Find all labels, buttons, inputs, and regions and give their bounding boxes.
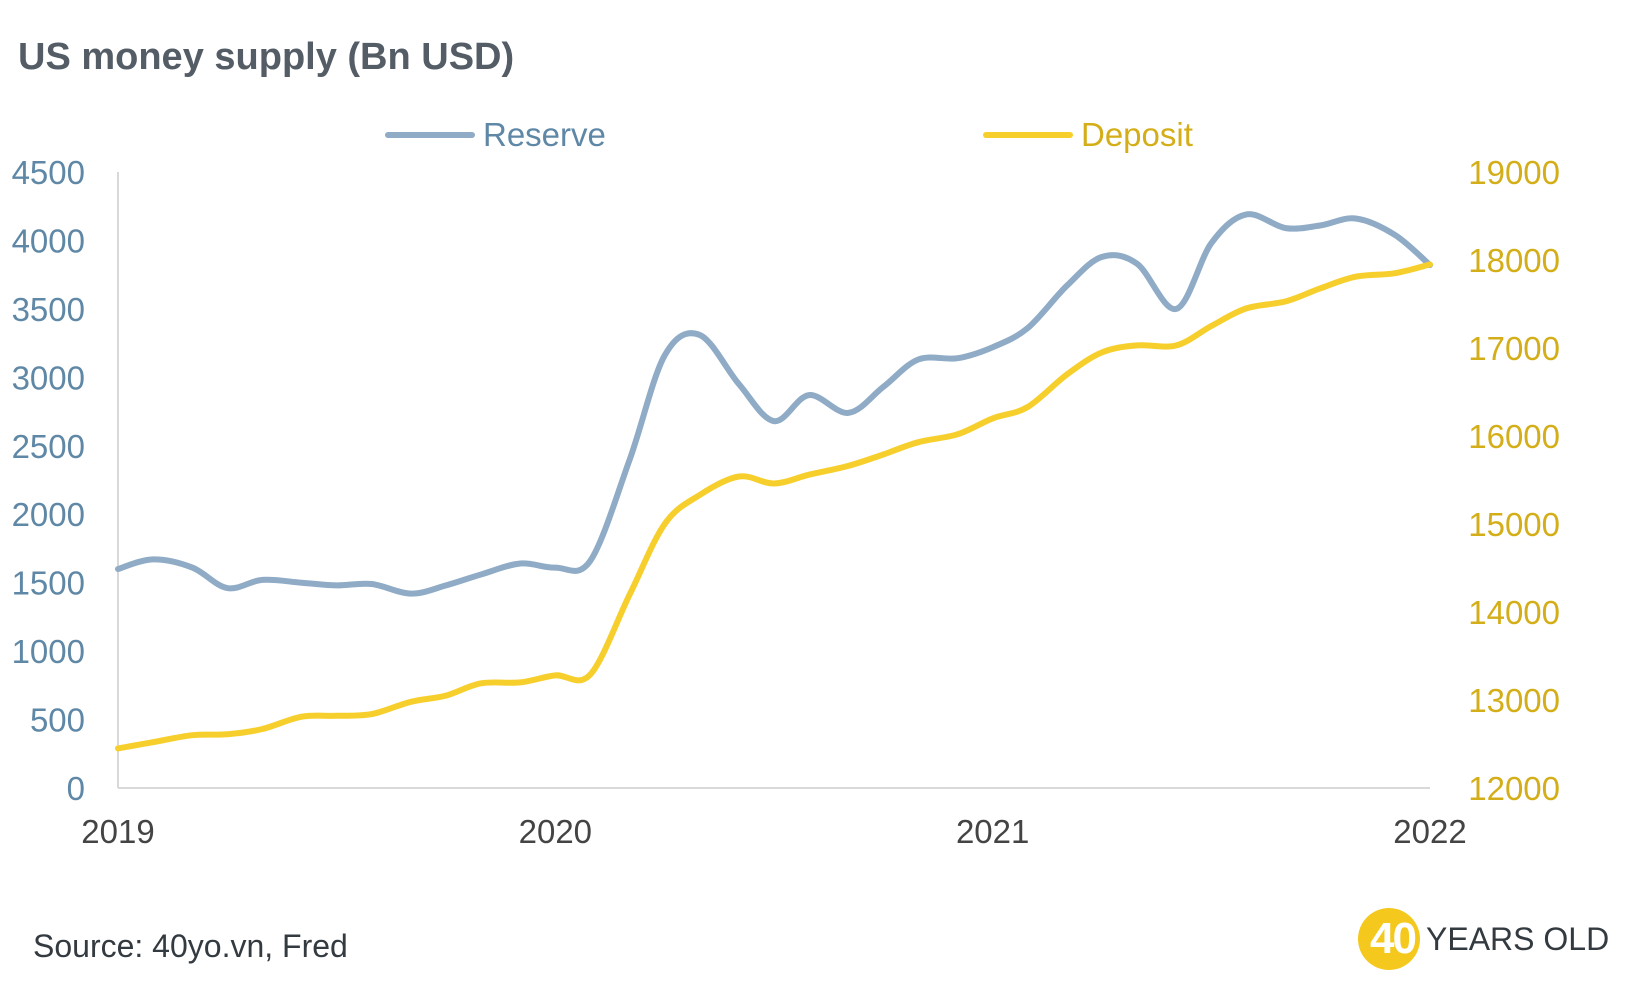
x-tick-label: 2020 xyxy=(519,813,592,850)
logo-circle: 40 xyxy=(1358,908,1420,970)
series-line-reserve xyxy=(115,211,1433,597)
x-tick-label: 2022 xyxy=(1393,813,1466,850)
y-right-tick-label: 14000 xyxy=(1468,594,1560,631)
y-right-tick-label: 12000 xyxy=(1468,770,1560,807)
brand-logo: 40 YEARS OLD xyxy=(1358,908,1609,970)
y-right-tick-label: 17000 xyxy=(1468,330,1560,367)
y-left-tick-label: 3500 xyxy=(12,291,85,328)
y-left-tick-label: 1500 xyxy=(12,565,85,602)
y-right-tick-label: 13000 xyxy=(1468,682,1560,719)
legend-label-deposit: Deposit xyxy=(1081,116,1193,153)
legend-swatch-deposit xyxy=(983,132,1073,138)
y-right-tick-label: 18000 xyxy=(1468,242,1560,279)
logo-text: YEARS OLD xyxy=(1426,920,1610,957)
source-note: Source: 40yo.vn, Fred xyxy=(33,928,348,964)
logo-number: 40 xyxy=(1370,914,1417,963)
legend-swatch-reserve xyxy=(385,132,475,138)
x-tick-label: 2019 xyxy=(81,813,154,850)
y-right-tick-label: 19000 xyxy=(1468,154,1560,191)
x-tick-label: 2021 xyxy=(956,813,1029,850)
legend-item-reserve: Reserve xyxy=(385,116,606,154)
y-right-tick-label: 15000 xyxy=(1468,506,1560,543)
legend-item-deposit: Deposit xyxy=(983,116,1193,154)
series-line-deposit xyxy=(115,261,1433,752)
y-left-tick-label: 500 xyxy=(30,702,85,739)
y-right-tick-label: 16000 xyxy=(1468,418,1560,455)
y-left-tick-label: 2500 xyxy=(12,428,85,465)
y-left-tick-label: 3000 xyxy=(12,359,85,396)
legend-label-reserve: Reserve xyxy=(483,116,606,153)
y-left-tick-label: 2000 xyxy=(12,496,85,533)
y-left-tick-label: 4500 xyxy=(12,154,85,191)
chart-title: US money supply (Bn USD) xyxy=(18,36,515,78)
y-left-tick-label: 4000 xyxy=(12,222,85,259)
y-left-tick-label: 1000 xyxy=(12,633,85,670)
y-left-tick-label: 0 xyxy=(67,770,85,807)
